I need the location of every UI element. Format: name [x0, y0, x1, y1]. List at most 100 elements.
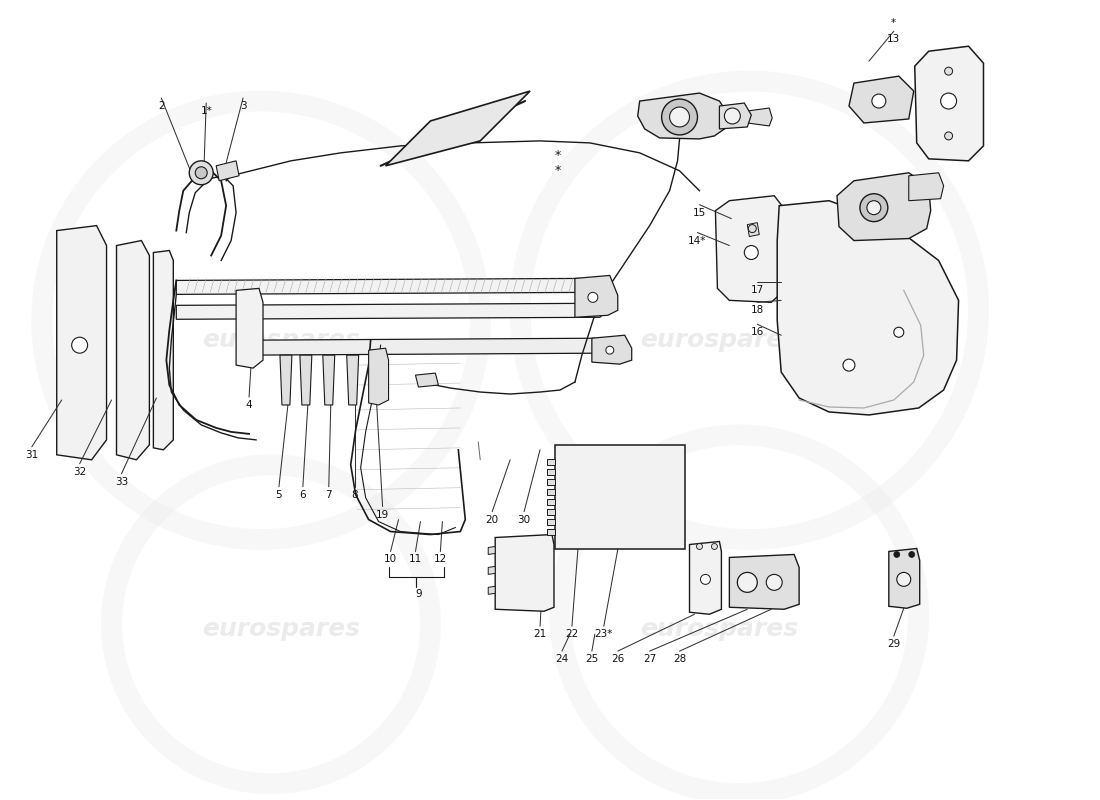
Polygon shape	[837, 173, 931, 241]
Circle shape	[748, 225, 757, 233]
Text: 23*: 23*	[595, 629, 613, 639]
Polygon shape	[488, 546, 495, 554]
Text: 6: 6	[299, 490, 306, 500]
Polygon shape	[556, 445, 684, 550]
Polygon shape	[547, 529, 556, 534]
Text: eurospares: eurospares	[640, 328, 799, 352]
Text: 8: 8	[351, 490, 358, 500]
Polygon shape	[889, 549, 920, 608]
Text: 19: 19	[376, 510, 389, 520]
Circle shape	[670, 107, 690, 127]
Text: 21: 21	[534, 629, 547, 639]
Polygon shape	[386, 91, 530, 166]
Text: 25: 25	[585, 654, 598, 664]
Text: 2: 2	[158, 101, 165, 111]
Polygon shape	[176, 303, 608, 319]
Polygon shape	[488, 566, 495, 574]
Text: 18: 18	[750, 306, 763, 315]
Polygon shape	[488, 586, 495, 594]
Circle shape	[843, 359, 855, 371]
Polygon shape	[236, 288, 263, 368]
Text: 17: 17	[750, 286, 763, 295]
Circle shape	[661, 99, 697, 135]
Circle shape	[72, 338, 88, 353]
Polygon shape	[547, 478, 556, 485]
Text: 5: 5	[276, 490, 283, 500]
Text: 7: 7	[326, 490, 332, 500]
Circle shape	[940, 93, 957, 109]
Polygon shape	[915, 46, 983, 161]
Polygon shape	[592, 335, 631, 364]
Polygon shape	[322, 355, 334, 405]
Circle shape	[745, 246, 758, 259]
Polygon shape	[153, 250, 174, 450]
Circle shape	[712, 543, 717, 550]
Polygon shape	[547, 509, 556, 514]
Polygon shape	[117, 241, 150, 460]
Polygon shape	[909, 173, 944, 201]
Text: 14*: 14*	[689, 235, 706, 246]
Text: 27: 27	[644, 654, 657, 664]
Polygon shape	[217, 161, 239, 181]
Polygon shape	[246, 338, 609, 355]
Circle shape	[896, 572, 911, 586]
Text: eurospares: eurospares	[202, 328, 360, 352]
Text: *: *	[554, 150, 561, 162]
Polygon shape	[638, 93, 727, 139]
Text: 1*: 1*	[200, 106, 212, 116]
Text: *: *	[554, 164, 561, 178]
Text: 9: 9	[415, 590, 421, 599]
Text: 32: 32	[73, 466, 86, 477]
Polygon shape	[279, 355, 292, 405]
Text: 30: 30	[517, 514, 530, 525]
Circle shape	[725, 108, 740, 124]
Polygon shape	[300, 355, 311, 405]
Text: eurospares: eurospares	[640, 618, 799, 642]
Text: 26: 26	[612, 654, 625, 664]
Text: eurospares: eurospares	[202, 618, 360, 642]
Polygon shape	[547, 498, 556, 505]
Polygon shape	[575, 275, 618, 318]
Polygon shape	[747, 108, 772, 126]
Text: 31: 31	[25, 450, 39, 460]
Polygon shape	[719, 103, 751, 129]
Circle shape	[189, 161, 213, 185]
Circle shape	[860, 194, 888, 222]
Circle shape	[894, 327, 904, 338]
Circle shape	[767, 574, 782, 590]
Circle shape	[696, 543, 703, 550]
Circle shape	[909, 551, 915, 558]
Circle shape	[587, 292, 597, 302]
Polygon shape	[547, 458, 556, 465]
Polygon shape	[416, 373, 439, 387]
Circle shape	[195, 167, 207, 178]
Polygon shape	[346, 355, 359, 405]
Text: 20: 20	[485, 514, 498, 525]
Polygon shape	[547, 469, 556, 474]
Polygon shape	[778, 201, 958, 415]
Text: 11: 11	[409, 554, 422, 565]
Circle shape	[867, 201, 881, 214]
Circle shape	[701, 574, 711, 584]
Polygon shape	[176, 278, 595, 294]
Circle shape	[894, 551, 900, 558]
Polygon shape	[547, 518, 556, 525]
Text: 13: 13	[888, 34, 901, 44]
Circle shape	[872, 94, 886, 108]
Text: 29: 29	[888, 639, 901, 649]
Text: 24: 24	[556, 654, 569, 664]
Polygon shape	[690, 542, 722, 614]
Polygon shape	[495, 534, 554, 611]
Text: 33: 33	[114, 477, 128, 486]
Polygon shape	[57, 226, 107, 460]
Text: 12: 12	[433, 554, 447, 565]
Circle shape	[737, 572, 757, 592]
Text: 22: 22	[565, 629, 579, 639]
Text: 28: 28	[673, 654, 686, 664]
Circle shape	[945, 67, 953, 75]
Polygon shape	[849, 76, 914, 123]
Polygon shape	[368, 348, 388, 405]
Polygon shape	[729, 554, 799, 610]
Circle shape	[606, 346, 614, 354]
Text: 16: 16	[750, 327, 763, 338]
